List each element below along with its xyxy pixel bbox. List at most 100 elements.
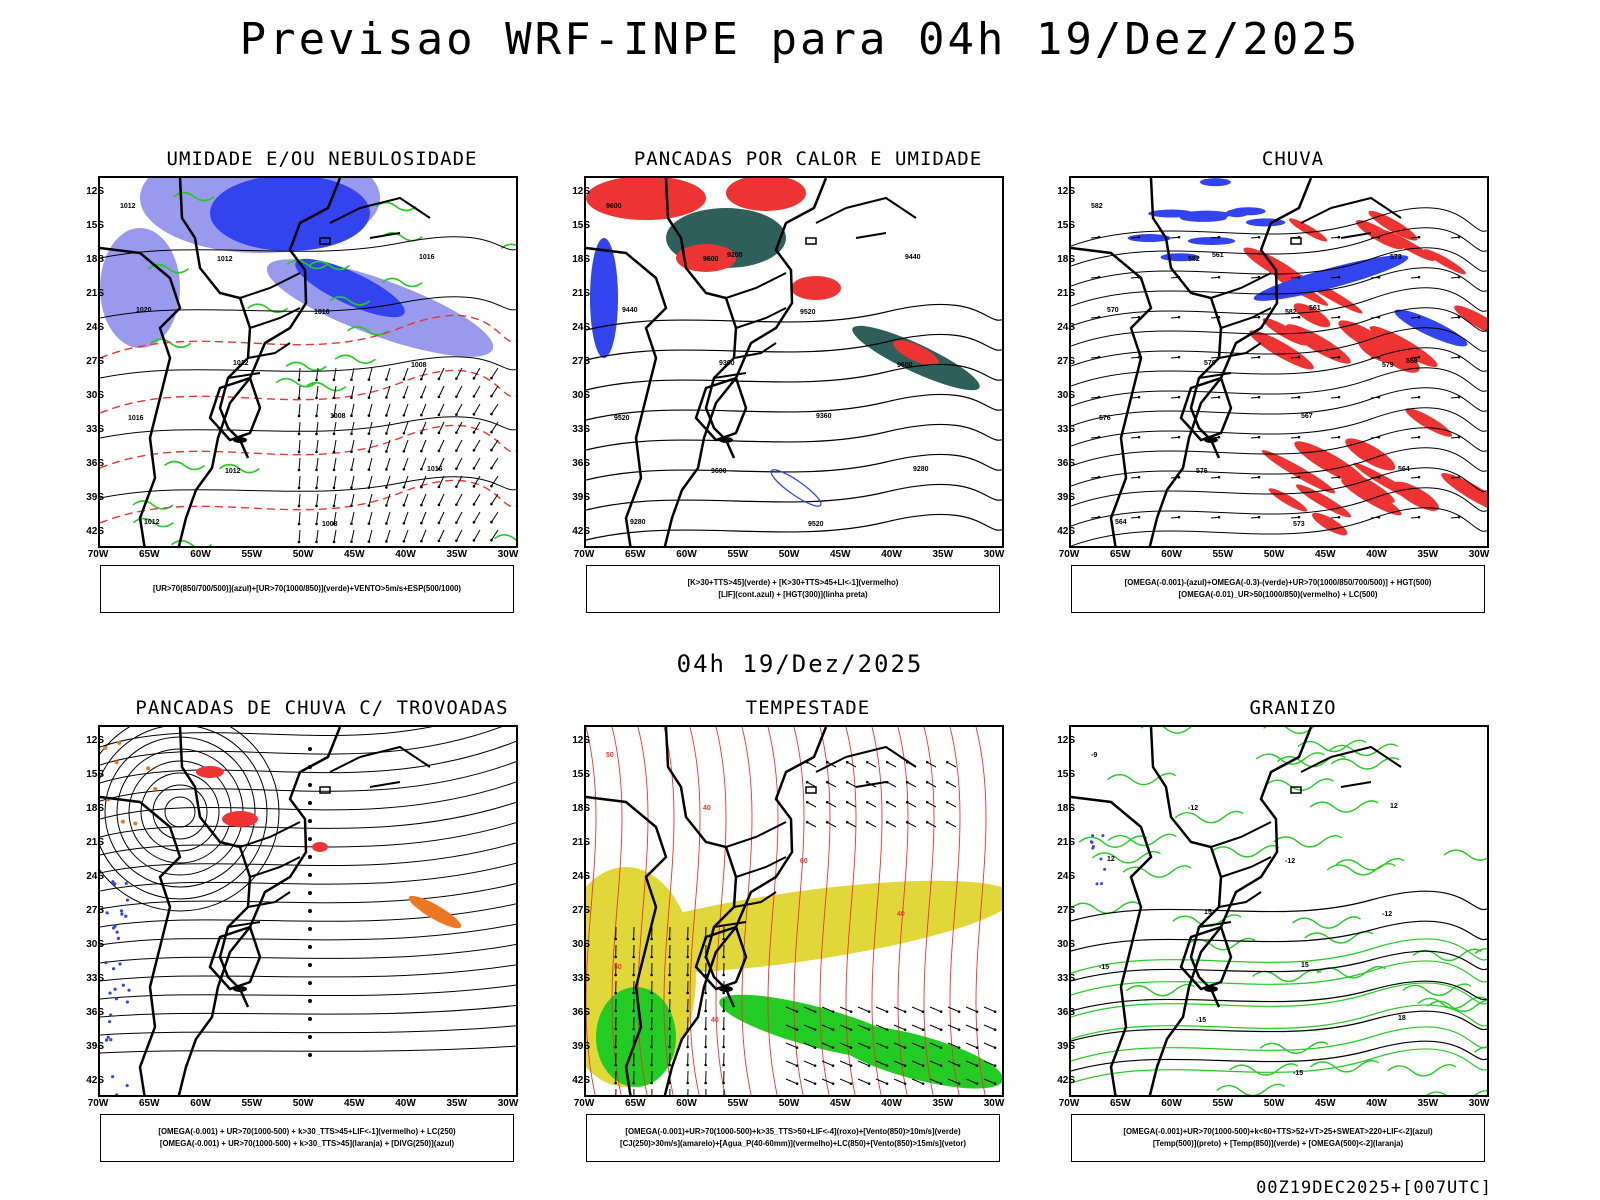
temp-850-contour [1412,948,1482,962]
map-canvas: 9600 9600 9520 9600 9520 9600 9520 9440 9440 9360… [586,178,1002,546]
streamline-arrow [308,1017,312,1021]
contour-label: 9280 [913,466,929,473]
vector-head [825,780,829,784]
wind-vector [926,821,937,828]
contour-label: -12 [1285,858,1295,865]
lat-tick-label: 24S [1057,871,1075,882]
wind-vector [1090,276,1100,279]
district-marker [319,786,331,794]
vector-head [455,395,458,398]
state-border [815,196,917,239]
divergence-dot [109,1013,113,1017]
lon-tick-label: 45W [343,549,365,560]
contour-label: 9360 [719,360,735,367]
wind-vector [1001,1043,1002,1044]
contour-label: 1012 [225,468,241,475]
vector-head [472,539,476,542]
streamline [100,862,516,892]
vector-head [1297,395,1301,399]
wind-vector [886,781,897,788]
vector-head [1097,395,1101,399]
vector-head [867,1046,871,1049]
lon-tick-label: 30W [497,549,519,560]
vector-head [925,760,929,764]
streamline-loop [140,772,220,852]
lat-tick-label: 18S [1057,254,1075,265]
vector-head [686,991,689,995]
vector-head [420,431,423,435]
vector-head [865,800,869,804]
lat-tick-label: 15S [86,769,104,780]
streamline [100,740,516,784]
lat-tick-label: 36S [86,458,104,469]
vector-head [455,485,458,488]
vector-head [686,1009,689,1013]
vector-head [472,467,476,470]
vector-head [437,467,441,471]
wind-vector [926,801,937,808]
wind-vector [438,529,445,542]
contour-label: 582 [1188,256,1200,263]
lon-tick-label: 30W [983,549,1005,560]
wind-vector [455,475,463,487]
wind-vector [1130,516,1140,519]
state-border [1198,272,1272,379]
wind-vector [455,367,463,379]
vector-head [945,780,949,784]
vector-head [332,450,336,454]
contour-line [100,236,516,259]
streamline-arrow [308,819,312,823]
contour-line [1071,287,1487,327]
wind-vector [455,529,463,541]
wind-vector [385,421,391,434]
lagoon [233,986,247,992]
wind-vector [911,1006,924,1013]
lon-tick-label: 55W [1212,549,1234,560]
wind-vector [420,457,427,470]
lagoon [719,986,733,992]
wind-vector [1001,1079,1002,1080]
vector-head [437,539,441,543]
contour-label: 9600 [897,362,913,369]
wind-vector [839,1060,852,1067]
rain-area-blue [1225,209,1249,218]
wind-vector [385,403,391,416]
contour-label: 12 [1107,856,1115,863]
temp-850-contour [1264,778,1334,791]
streamline-arrow [308,999,312,1003]
wind-vector [438,421,445,434]
wind-vector [420,421,427,434]
temp-850-contour [1122,865,1192,878]
vector-head [490,376,493,380]
lon-tick-label: 70W [1058,1098,1080,1109]
rain-area [1368,210,1418,241]
wind-vector [1410,356,1420,359]
lat-tick-label: 30S [572,390,590,401]
panel-legend: [OMEGA(-0.001)+UR>70(1000-500)+k>35_TTS>… [586,1114,1000,1162]
streamline-850 [819,727,831,1095]
lon-tick-label: 40W [395,549,416,560]
map-pancadas-calor: 9600 9600 9520 9600 9520 9600 9520 9440 9440 9360… [584,176,1004,548]
vector-head [885,820,889,824]
wind-vector [826,781,837,788]
wind-vector [438,493,445,506]
wind-vector [1001,1025,1002,1026]
streamline [100,923,516,946]
rain-area [1423,249,1466,275]
vector-head [455,377,458,380]
vector-head [704,1081,707,1085]
vector-head [297,450,301,454]
vector-head [686,1081,689,1085]
contour-line [100,424,516,469]
map-canvas: -9 -12 -12 -12 -15 -15 -15 12 12 15 15 18 [1071,727,1487,1095]
lagoon [719,437,733,443]
wind-vector [350,529,355,542]
panel-tempestade: TEMPESTADE 50 40 60 40 50 40 [OMEGA(-0.001)+U… [568,697,1048,1197]
hail-blue [1091,846,1095,850]
lat-tick-label: 42S [86,526,104,537]
wind-vector [1330,276,1340,279]
vector-head [437,377,441,381]
wind-vector [1450,356,1460,359]
vector-head [668,973,671,977]
wind-vector [473,457,481,469]
